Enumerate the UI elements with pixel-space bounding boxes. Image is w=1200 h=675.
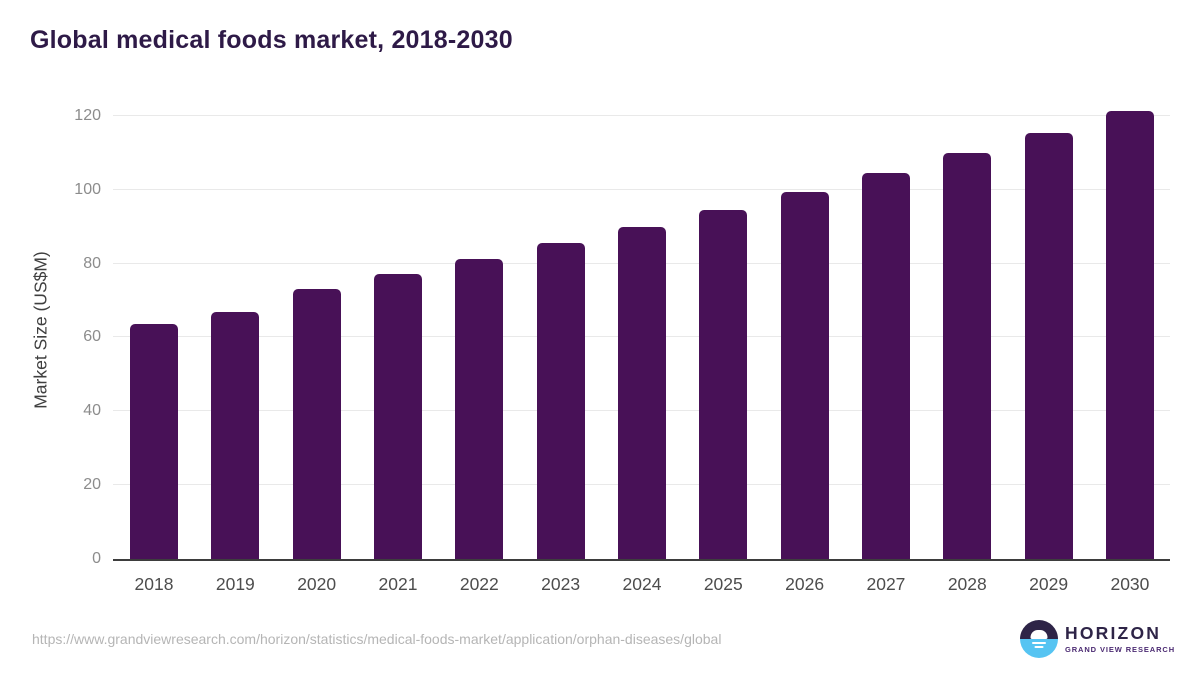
x-tick-label: 2027 — [866, 574, 906, 594]
x-tick-label: 2018 — [134, 574, 174, 594]
bar-column: 2024 — [617, 101, 666, 594]
gridline — [113, 114, 1170, 116]
bar-2030 — [1105, 110, 1154, 559]
y-axis-label: Market Size (US$M) — [30, 251, 51, 409]
x-tick-label: 2019 — [215, 574, 255, 594]
source-url: https://www.grandviewresearch.com/horizo… — [32, 631, 722, 647]
bar-2024 — [617, 226, 666, 559]
bar-2028 — [943, 153, 992, 559]
x-tick-label: 2029 — [1029, 574, 1069, 594]
y-tick-label: 80 — [83, 254, 101, 272]
bar-2018 — [130, 324, 178, 559]
x-tick-label: 2024 — [622, 574, 662, 594]
y-tick-label: 20 — [83, 476, 101, 494]
x-tick-label: 2021 — [378, 574, 418, 594]
bar-column: 2018 — [130, 101, 178, 594]
x-tick-label: 2020 — [297, 574, 337, 594]
sunrise-horizon-icon — [1020, 620, 1058, 658]
y-tick-label: 60 — [83, 328, 101, 346]
bar-2029 — [1024, 133, 1073, 559]
logo-name: HORIZON — [1065, 623, 1162, 643]
bar-column: 2029 — [1024, 101, 1073, 594]
plot-area: 0 20 40 60 80 100 120 2018 2019 2020 2021 2022 2023… — [74, 101, 1170, 594]
sun-reflection-line — [1032, 641, 1046, 644]
bar-2027 — [861, 173, 910, 559]
bar-2021 — [373, 274, 422, 559]
bar-2019 — [211, 311, 260, 559]
bar-2025 — [699, 210, 748, 559]
y-tick-label: 120 — [74, 106, 101, 124]
bar-2020 — [292, 288, 341, 559]
y-tick-label: 100 — [74, 180, 101, 198]
x-tick-label: 2022 — [459, 574, 499, 594]
x-tick-label: 2028 — [947, 574, 987, 594]
bar-column: 2023 — [536, 101, 585, 594]
bar-2023 — [536, 243, 585, 559]
page-title: Global medical foods market, 2018-2030 — [30, 26, 513, 54]
x-tick-label: 2025 — [703, 574, 743, 594]
bar-column: 2025 — [699, 101, 748, 594]
x-tick-label: 2030 — [1110, 574, 1150, 594]
bar-column: 2028 — [943, 101, 992, 594]
sun-reflection-line — [1034, 645, 1044, 648]
bar-column: 2027 — [861, 101, 910, 594]
bar-column: 2021 — [373, 101, 422, 594]
y-tick-label: 0 — [92, 550, 101, 567]
bar-column: 2020 — [292, 101, 341, 594]
logo-subtitle: GRAND VIEW RESEARCH — [1065, 644, 1176, 654]
bar-column: 2030 — [1105, 101, 1154, 594]
x-tick-label: 2023 — [541, 574, 581, 594]
bar-column: 2026 — [780, 101, 829, 594]
bar-column: 2019 — [211, 101, 260, 594]
bar-2022 — [455, 259, 504, 559]
y-tick-label: 40 — [83, 402, 101, 420]
horizon-logo: HORIZON GRAND VIEW RESEARCH — [1020, 620, 1175, 658]
bars: 2018 2019 2020 2021 2022 2023 2024 2025 2026 2027… — [113, 101, 1170, 594]
x-tick-label: 2026 — [785, 574, 825, 594]
gridline — [113, 188, 1170, 190]
sun-dome-shape — [1030, 630, 1048, 639]
bar-2026 — [780, 191, 829, 559]
bar-column: 2022 — [455, 101, 504, 594]
logo-text: HORIZON GRAND VIEW RESEARCH — [1065, 623, 1176, 654]
